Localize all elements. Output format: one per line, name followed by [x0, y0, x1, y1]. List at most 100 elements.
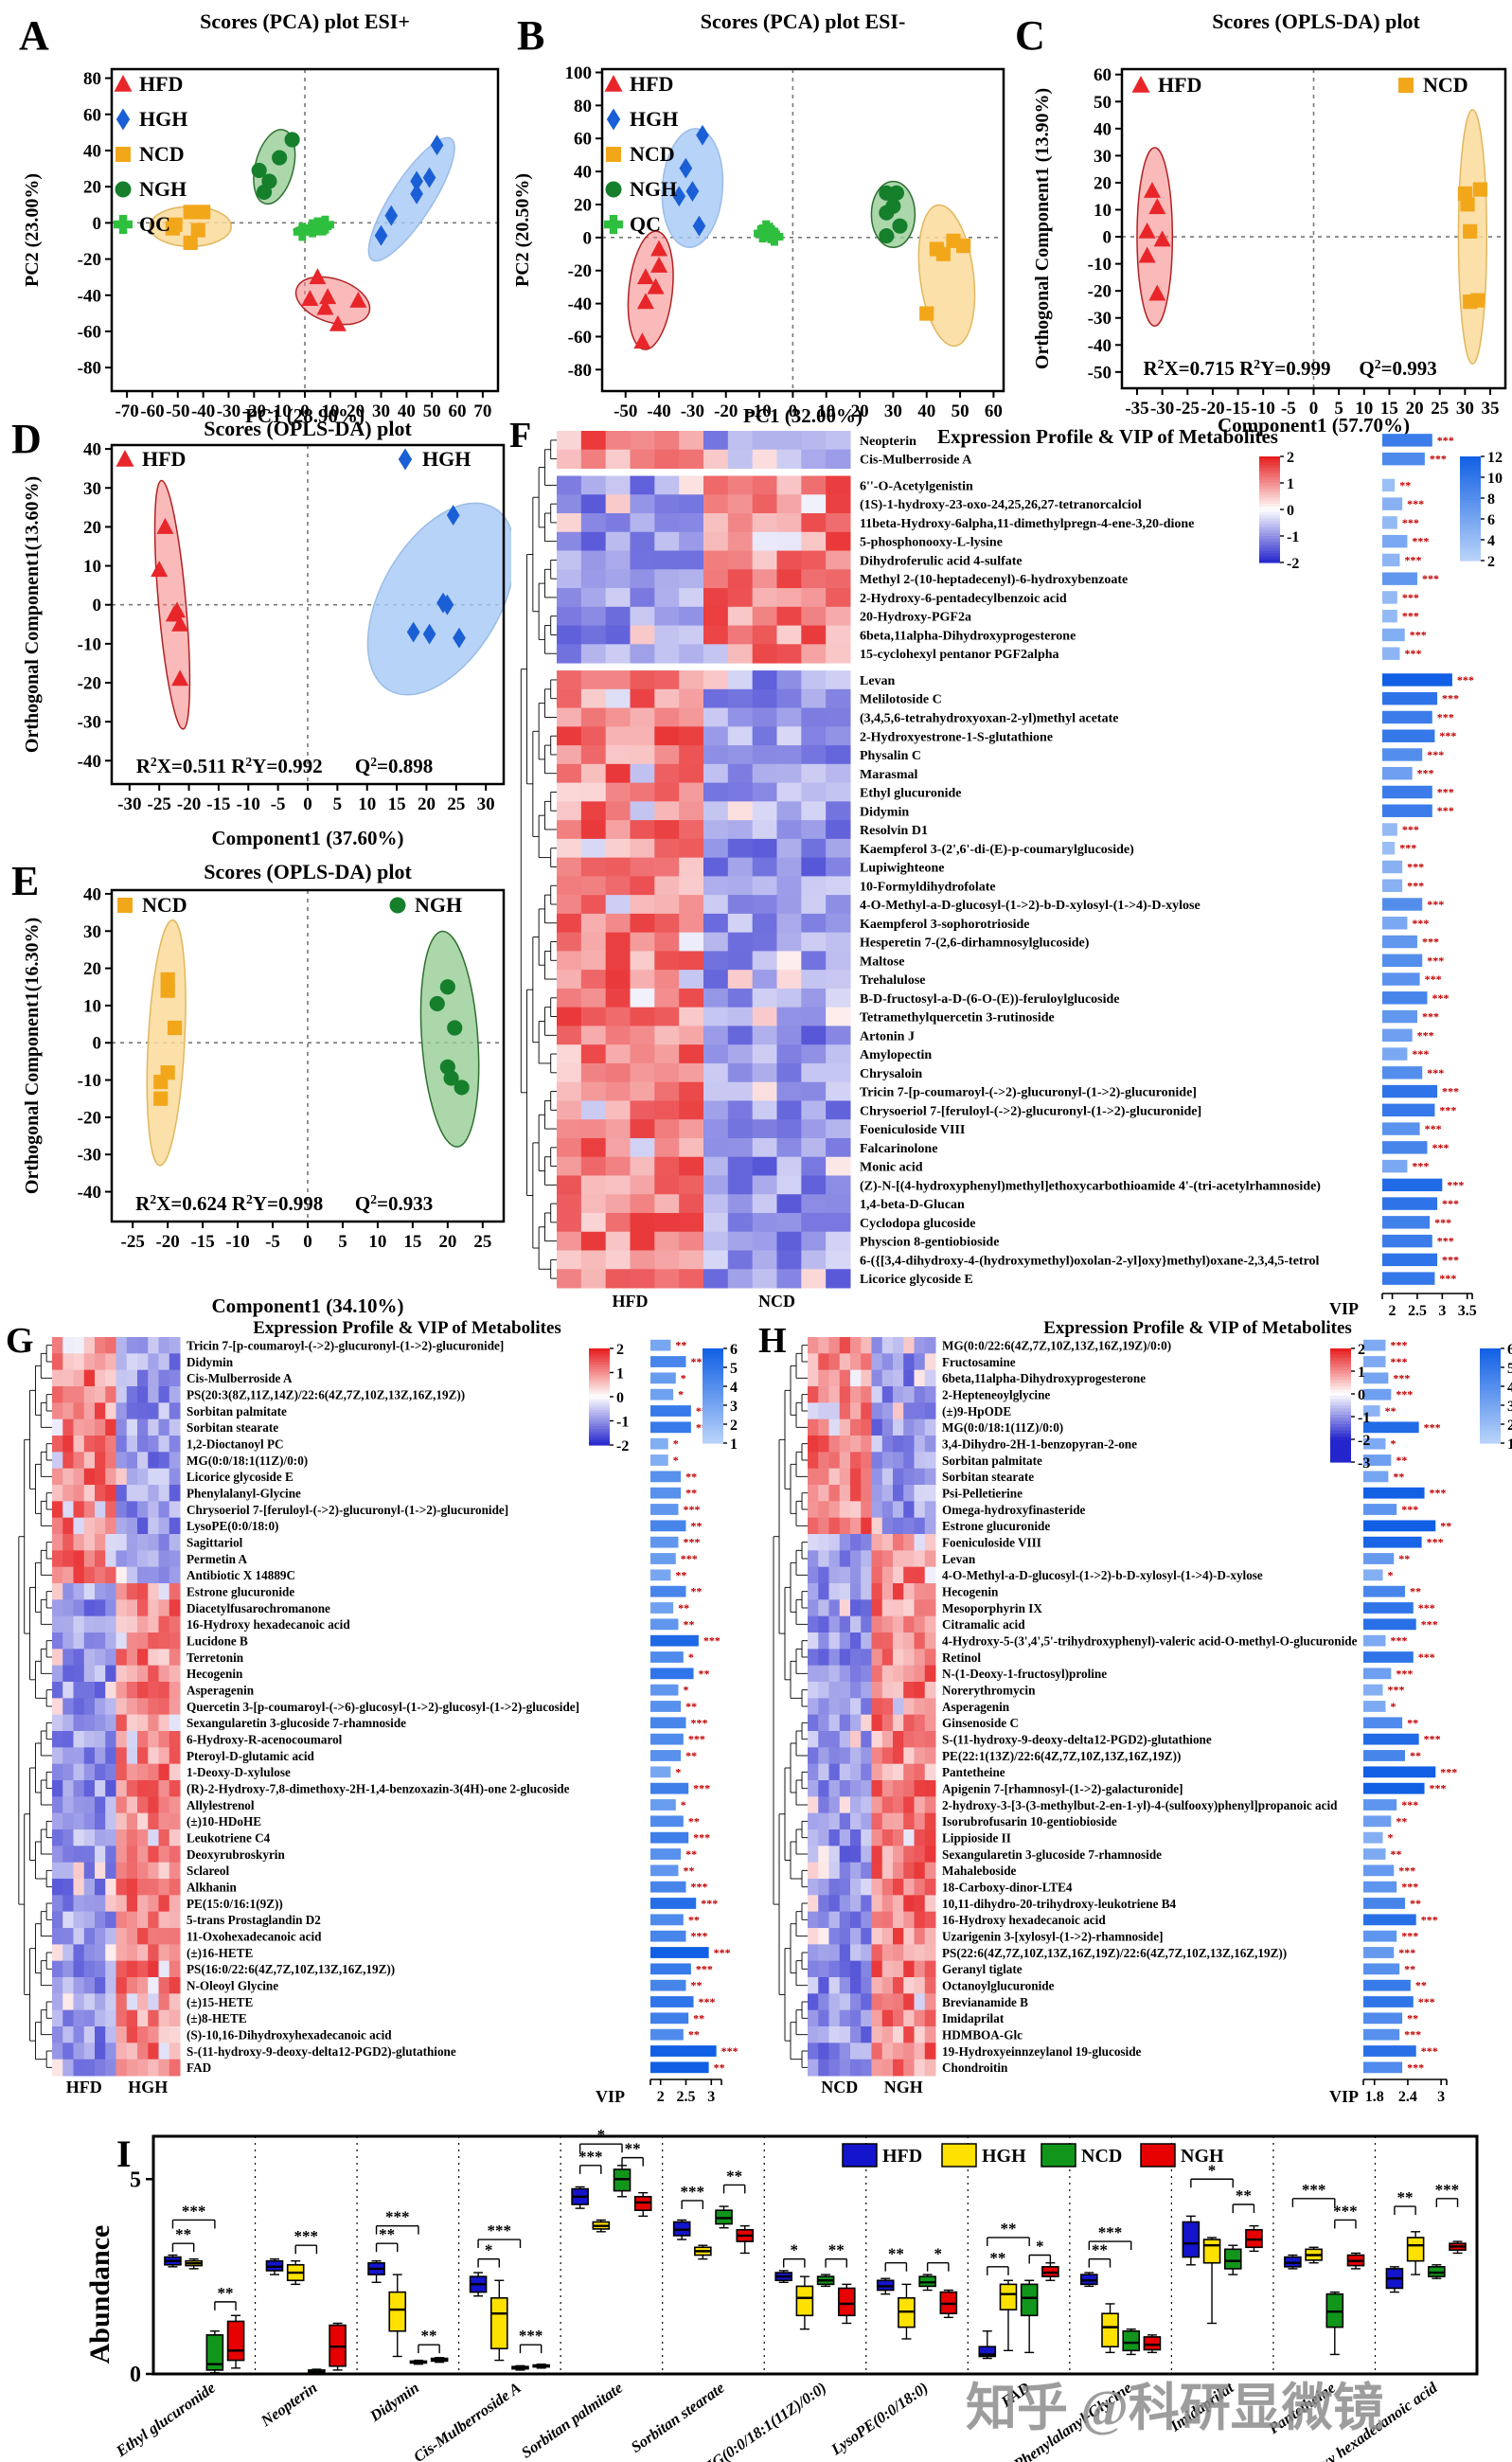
svg-text:Didymin: Didymin	[860, 805, 909, 819]
svg-text:Cyclodopa glucoside: Cyclodopa glucoside	[860, 1217, 976, 1231]
svg-text:Sorbitan palmitate: Sorbitan palmitate	[187, 1404, 287, 1418]
svg-text:-35: -35	[1125, 399, 1148, 419]
svg-text:***: ***	[1437, 1235, 1454, 1248]
svg-text:***: ***	[688, 1733, 705, 1746]
svg-text:-80: -80	[568, 361, 592, 381]
svg-text:MG(0:0/18:1(11Z)/0:0): MG(0:0/18:1(11Z)/0:0)	[187, 1454, 308, 1468]
svg-text:Hecogenin: Hecogenin	[187, 1667, 243, 1681]
svg-text:**: **	[1385, 1404, 1396, 1418]
svg-text:3: 3	[730, 1399, 738, 1415]
svg-text:Lupiwighteone: Lupiwighteone	[860, 862, 944, 876]
svg-text:**: **	[688, 1913, 700, 1926]
svg-text:*: *	[681, 1798, 686, 1811]
svg-text:*: *	[791, 2241, 799, 2259]
svg-text:NCD: NCD	[758, 1292, 795, 1311]
svg-text:40: 40	[574, 163, 592, 183]
svg-text:5: 5	[730, 1361, 738, 1377]
svg-text:Sorbitan stearate: Sorbitan stearate	[187, 1420, 278, 1435]
svg-text:Asperagenin: Asperagenin	[187, 1683, 255, 1697]
svg-text:19-Hydroxyeinnzeylanol 19-gluc: 19-Hydroxyeinnzeylanol 19-glucoside	[942, 2044, 1142, 2059]
svg-text:**: **	[699, 1667, 710, 1680]
svg-text:Kaempferol 3-sophorotrioside: Kaempferol 3-sophorotrioside	[860, 918, 1030, 932]
svg-text:Q2=0.993: Q2=0.993	[1359, 357, 1436, 380]
svg-text:20: 20	[574, 195, 592, 215]
svg-text:***: ***	[1421, 1913, 1438, 1926]
svg-text:-20: -20	[78, 1108, 101, 1128]
svg-text:1: 1	[1507, 1436, 1512, 1453]
svg-text:**: **	[175, 2225, 191, 2243]
svg-text:***: ***	[714, 1946, 731, 1959]
svg-text:-20: -20	[78, 674, 101, 694]
svg-text:2: 2	[1287, 450, 1294, 466]
svg-text:(±)16-HETE: (±)16-HETE	[187, 1946, 253, 1960]
svg-text:PS(16:0/22:6(4Z,7Z,10Z,13Z,16Z: PS(16:0/22:6(4Z,7Z,10Z,13Z,16Z,19Z))	[187, 1962, 395, 1976]
svg-text:***: ***	[1442, 1253, 1459, 1266]
svg-text:6beta,11alpha-Dihydroxyprogest: 6beta,11alpha-Dihydroxyprogesterone	[942, 1371, 1146, 1385]
svg-text:2: 2	[730, 1418, 738, 1434]
svg-text:**: **	[1000, 2220, 1016, 2238]
svg-text:**: **	[1404, 1962, 1415, 1975]
svg-text:*: *	[485, 2241, 492, 2259]
svg-text:2: 2	[1507, 1418, 1512, 1434]
svg-text:***: ***	[699, 1995, 716, 2008]
svg-text:-25: -25	[121, 1232, 145, 1252]
svg-text:-10: -10	[237, 794, 260, 814]
svg-text:-2: -2	[1287, 556, 1299, 572]
svg-text:***: ***	[681, 1552, 698, 1565]
svg-text:Artonin J: Artonin J	[860, 1029, 915, 1044]
svg-text:**: **	[1410, 1749, 1421, 1762]
svg-text:**: **	[691, 1979, 703, 1992]
svg-text:R2X=0.715 R2Y=0.999: R2X=0.715 R2Y=0.999	[1143, 357, 1330, 380]
svg-text:-40: -40	[78, 1183, 101, 1203]
svg-text:18-Carboxy-dinor-LTE4: 18-Carboxy-dinor-LTE4	[942, 1880, 1073, 1894]
svg-text:Abundance: Abundance	[84, 2225, 116, 2364]
svg-text:***: ***	[1422, 572, 1439, 585]
svg-text:**: **	[675, 1339, 686, 1352]
svg-text:*: *	[688, 1650, 694, 1664]
svg-text:**: **	[1410, 1897, 1421, 1910]
svg-text:3: 3	[1507, 1399, 1512, 1415]
svg-text:*: *	[683, 1684, 688, 1697]
svg-text:20: 20	[347, 401, 365, 421]
svg-text:Hecogenin: Hecogenin	[942, 1584, 999, 1598]
svg-text:***: ***	[691, 1716, 708, 1729]
svg-text:Orthogonal Component1(16.30%): Orthogonal Component1(16.30%)	[22, 918, 43, 1194]
svg-text:Mesoporphyrin IX: Mesoporphyrin IX	[942, 1601, 1042, 1615]
svg-text:Ginsenoside C: Ginsenoside C	[942, 1716, 1019, 1730]
svg-text:6beta,11alpha-Dihydroxyprogest: 6beta,11alpha-Dihydroxyprogesterone	[860, 629, 1076, 643]
svg-text:***: ***	[1402, 823, 1419, 836]
svg-text:Lucidone B: Lucidone B	[187, 1633, 248, 1648]
svg-text:15: 15	[388, 794, 406, 814]
svg-text:*: *	[673, 1437, 679, 1451]
svg-text:-10: -10	[78, 634, 101, 654]
svg-text:PS(20:3(8Z,11Z,14Z)/22:6(4Z,7Z: PS(20:3(8Z,11Z,14Z)/22:6(4Z,7Z,10Z,13Z,1…	[187, 1387, 465, 1401]
svg-text:***: ***	[691, 1881, 708, 1894]
svg-text:40: 40	[1094, 119, 1112, 139]
svg-text:35: 35	[1482, 399, 1500, 419]
svg-text:*: *	[1388, 1568, 1394, 1581]
svg-text:5: 5	[338, 1232, 347, 1252]
svg-text:1: 1	[1358, 1365, 1365, 1381]
svg-text:***: ***	[1437, 710, 1454, 723]
svg-text:Sclareol: Sclareol	[187, 1864, 230, 1878]
svg-text:***: ***	[1442, 692, 1459, 705]
svg-text:50: 50	[952, 401, 969, 421]
svg-text:5: 5	[130, 2168, 141, 2192]
svg-text:PC2 (23.00%): PC2 (23.00%)	[22, 173, 43, 287]
svg-text:**: **	[1396, 1454, 1407, 1467]
svg-text:***: ***	[696, 1962, 713, 1975]
svg-text:10,11-dihydro-20-trihydroxy-le: 10,11-dihydro-20-trihydroxy-leukotriene …	[942, 1897, 1177, 1911]
svg-text:**: **	[683, 1864, 694, 1877]
svg-text:5: 5	[1334, 399, 1343, 419]
svg-text:***: ***	[1439, 729, 1456, 742]
svg-text:NCD: NCD	[139, 142, 185, 166]
svg-text:Sorbitan stearate: Sorbitan stearate	[628, 2379, 728, 2456]
svg-text:***: ***	[1442, 1085, 1459, 1098]
svg-text:Component1 (57.70%): Component1 (57.70%)	[1218, 414, 1410, 437]
svg-text:2: 2	[1487, 554, 1495, 570]
svg-text:20: 20	[418, 794, 436, 814]
svg-text:QC: QC	[139, 212, 170, 236]
svg-text:***: ***	[721, 2044, 738, 2058]
svg-text:20: 20	[83, 178, 101, 198]
svg-text:Cis-Mulberroside A: Cis-Mulberroside A	[410, 2379, 524, 2462]
